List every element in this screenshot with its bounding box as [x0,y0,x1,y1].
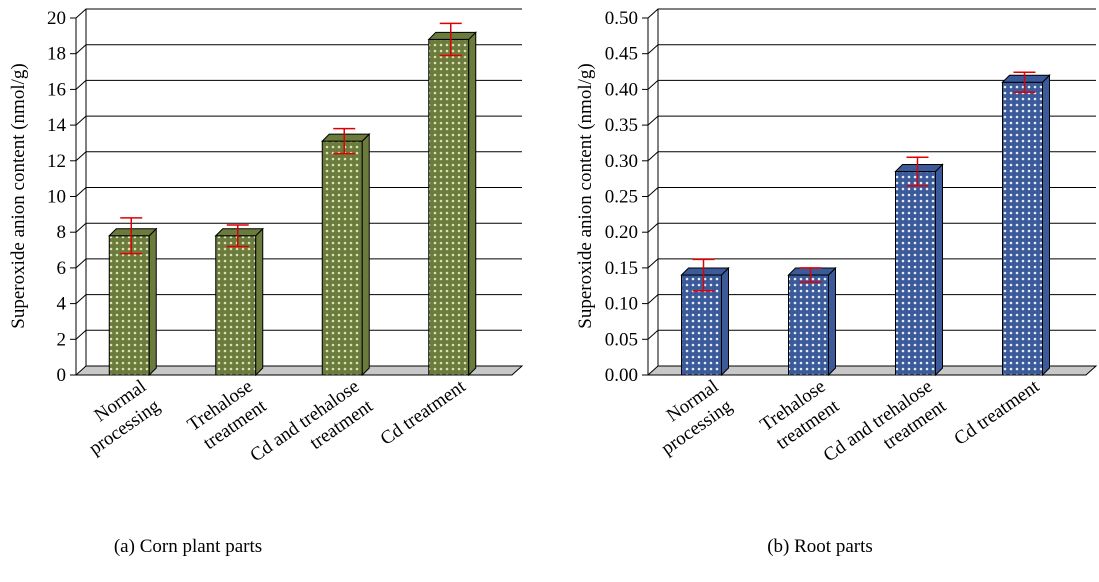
bar-top [427,31,477,40]
error-bar [906,156,929,187]
x-tick-label: Cd and trehalosetreatment [820,375,951,486]
grid-line [647,8,1096,19]
x-tick-label: Normalprocessing [72,376,165,460]
x-tick-label: Normalprocessing [644,376,737,460]
floor [646,365,1098,376]
caption: (b) Root parts [767,536,873,557]
error-bar [439,22,462,57]
bar-side [361,132,370,377]
y-tick-label: 0.10 [605,294,638,315]
y-tick-label: 14 [47,115,67,136]
y-tick-label: 16 [47,79,66,100]
y-tick-label: 2 [57,329,67,350]
bar-top [1001,74,1051,83]
y-tick-label: 0.15 [605,258,638,279]
error-bar [799,267,822,283]
bar [215,235,257,376]
bar-top [680,267,730,276]
bar-top [894,164,944,173]
floor [74,365,524,376]
bar-side [468,31,477,377]
y-tick-label: 8 [57,222,67,243]
bar-side [255,227,264,377]
bar [108,235,150,376]
y-tick-label: 12 [47,151,66,172]
bar [681,274,722,376]
error-bar [692,258,715,292]
y-tick-label: 0.05 [605,329,638,350]
bar [1002,81,1043,376]
bar [321,140,363,376]
grid-line [647,44,1096,55]
y-tick-label: 0.45 [605,44,638,65]
error-bar [333,127,356,155]
bar-side [721,266,729,377]
y-tick-label: 18 [47,44,66,65]
x-tick-label: Cd treatment [377,375,470,449]
caption: (a) Corn plant parts [114,536,262,557]
bar-top [108,228,158,237]
bar-side [148,227,157,377]
y-tick-label: 0.25 [605,187,638,208]
x-tick-label: Cd treatment [950,375,1043,449]
bar [428,38,470,376]
y-tick-label: 0.00 [605,365,638,386]
y-tick-label: 6 [57,258,67,279]
bar-top [321,133,371,142]
bar [788,274,829,376]
error-bar [120,217,143,255]
error-bar [1013,71,1036,94]
bar [895,171,936,376]
bar-side [1042,74,1050,377]
bar-side [828,266,836,377]
y-tick-label: 0 [57,365,67,386]
bar-top [787,267,837,276]
y-tick-label: 0.40 [605,79,638,100]
bar-side [935,163,943,377]
bar-top [214,228,264,237]
y-tick-label: 0.20 [605,222,638,243]
grid-line [75,8,522,19]
y-tick-label: 4 [57,294,67,315]
y-tick-label: 10 [47,187,66,208]
error-bar [226,224,249,248]
y-axis-label: Superoxide anion content (nmol/g) [8,63,29,328]
y-axis-label: Superoxide anion content (nmol/g) [575,63,596,328]
x-tick-label: Cd and trehalosetreatment [246,375,377,486]
y-tick-label: 0.35 [605,115,638,136]
y-tick-label: 0.50 [605,8,638,29]
y-tick-label: 20 [47,8,66,29]
y-tick-label: 0.30 [605,151,638,172]
